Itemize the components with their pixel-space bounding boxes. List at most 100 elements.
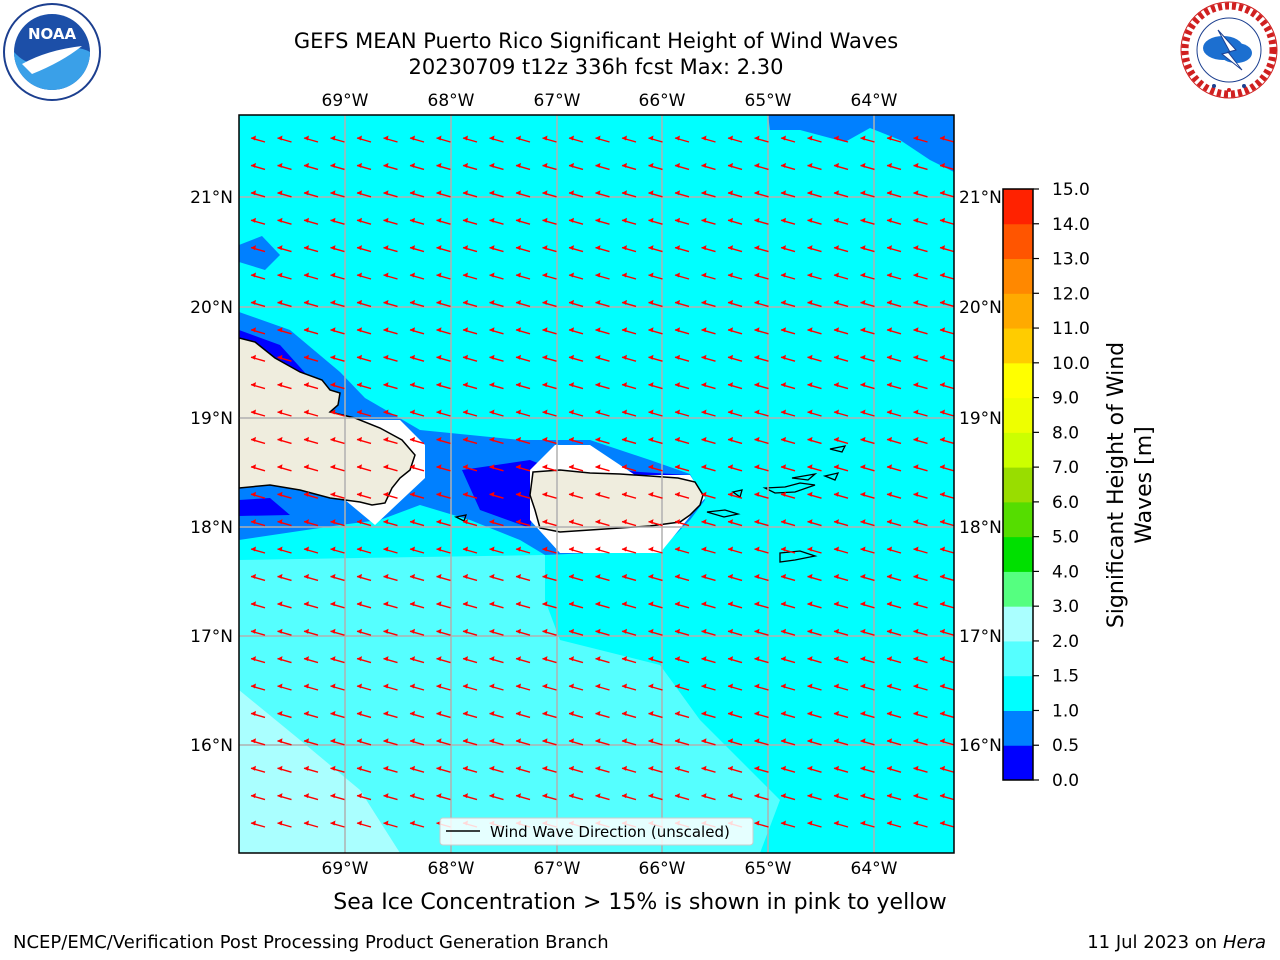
wind-wave-arrow [462, 793, 478, 801]
wind-wave-arrow [489, 217, 504, 225]
wind-wave-arrow [303, 409, 319, 417]
wind-wave-arrow [277, 162, 292, 171]
lat-label: 21°N [190, 188, 233, 208]
wind-wave-arrow [330, 217, 345, 225]
wind-wave-arrow [727, 683, 743, 691]
wind-wave-arrow [886, 738, 902, 746]
wind-wave-arrow [621, 710, 637, 719]
wind-wave-arrow [595, 245, 610, 253]
wind-wave-arrow [383, 299, 398, 308]
wind-wave-arrow [939, 710, 954, 719]
wind-wave-arrow [648, 272, 663, 280]
wind-wave-arrow [383, 217, 398, 225]
wind-wave-arrow [330, 382, 345, 390]
colorbar-tick-label: 13.0 [1052, 250, 1090, 270]
wind-wave-arrow [886, 765, 902, 773]
wind-wave-arrow [913, 217, 928, 225]
wind-wave-arrow [780, 382, 796, 390]
wind-wave-arrow [701, 327, 716, 335]
wind-wave-arrow [621, 299, 637, 308]
colorbar-tick-label: 6.0 [1052, 493, 1079, 513]
wind-wave-arrow [436, 354, 451, 362]
wind-wave-arrow [754, 820, 769, 828]
footer-host: Hera [1222, 932, 1266, 953]
wind-wave-arrow [383, 683, 398, 691]
wave-band-0-sw [239, 498, 290, 516]
wind-wave-arrow [913, 738, 928, 746]
wind-wave-arrow [727, 382, 743, 390]
wind-wave-arrow [727, 656, 743, 664]
wind-wave-arrow [701, 464, 716, 472]
wind-wave-arrow [913, 546, 928, 554]
wind-wave-arrow [277, 217, 292, 225]
wind-wave-arrow [250, 354, 266, 362]
legend-label: Wind Wave Direction (unscaled) [490, 823, 730, 841]
wind-wave-arrow [436, 793, 451, 801]
wind-wave-arrow [356, 683, 372, 691]
wind-wave-arrow [330, 245, 345, 253]
wind-wave-arrow [436, 573, 451, 582]
wind-wave-arrow [595, 354, 610, 362]
colorbar-tick-label: 4.0 [1052, 562, 1079, 582]
wind-wave-arrow [939, 217, 954, 225]
wind-wave-arrow [303, 656, 319, 664]
wind-wave-arrow [648, 382, 663, 390]
lon-label: 67°W [534, 91, 581, 111]
wind-wave-arrow [356, 738, 372, 746]
wind-wave-arrow [674, 628, 690, 636]
map-frame [238, 114, 955, 854]
wind-wave-arrow [807, 217, 822, 225]
wind-wave-arrow [568, 245, 584, 253]
lon-label: 69°W [322, 91, 369, 111]
wind-wave-arrow [595, 601, 610, 609]
wind-wave-arrow [886, 162, 902, 171]
wind-wave-arrow [542, 354, 557, 362]
wind-wave-arrow [250, 162, 266, 171]
wind-wave-arrow [542, 135, 557, 143]
wind-wave-arrow [250, 820, 266, 828]
wind-wave-arrow [436, 327, 451, 335]
wind-wave-arrow [886, 820, 902, 828]
wind-wave-arrow [780, 354, 796, 362]
wind-wave-arrow [568, 162, 584, 171]
wind-wave-arrow [383, 162, 398, 171]
wind-wave-arrow [913, 683, 928, 691]
wind-wave-arrow [701, 573, 716, 582]
wind-wave-arrow [807, 683, 822, 691]
wind-wave-arrow [780, 245, 796, 253]
wind-wave-arrow [780, 601, 796, 609]
wind-wave-arrow [409, 573, 425, 582]
wind-wave-arrow [542, 656, 557, 664]
wind-wave-arrow [674, 765, 690, 773]
wind-wave-arrow [409, 546, 425, 554]
wind-wave-arrow [489, 710, 504, 719]
wind-wave-arrow [780, 436, 796, 445]
st-croix-outline [779, 550, 818, 563]
colorbar-segment [1003, 467, 1033, 503]
wind-wave-arrow [436, 656, 451, 664]
wind-wave-arrow [356, 327, 372, 335]
wind-wave-arrow [913, 793, 928, 801]
wind-wave-arrow [886, 382, 902, 390]
wind-wave-arrow [860, 628, 875, 636]
wind-wave-arrow [807, 190, 822, 198]
wind-wave-arrow [833, 491, 849, 499]
wind-wave-arrow [489, 299, 504, 308]
wind-wave-arrow [277, 820, 292, 828]
wind-wave-arrow [330, 710, 345, 719]
lat-label: 16°N [959, 736, 1002, 756]
wind-wave-arrow [833, 628, 849, 636]
wind-wave-arrow [780, 628, 796, 636]
wind-wave-arrow [780, 820, 796, 828]
wind-wave-arrow [674, 491, 690, 499]
colorbar-tick-label: 1.5 [1052, 667, 1079, 687]
wind-wave-arrow [462, 710, 478, 719]
wind-wave-arrow [356, 135, 372, 143]
colorbar-segment [1003, 258, 1033, 294]
wind-wave-arrow [727, 272, 743, 280]
wind-wave-arrow [701, 765, 716, 773]
wind-wave-arrow [939, 793, 954, 801]
wind-wave-arrow [568, 573, 584, 582]
wind-wave-arrow [621, 409, 637, 417]
wind-wave-arrow [462, 765, 478, 773]
